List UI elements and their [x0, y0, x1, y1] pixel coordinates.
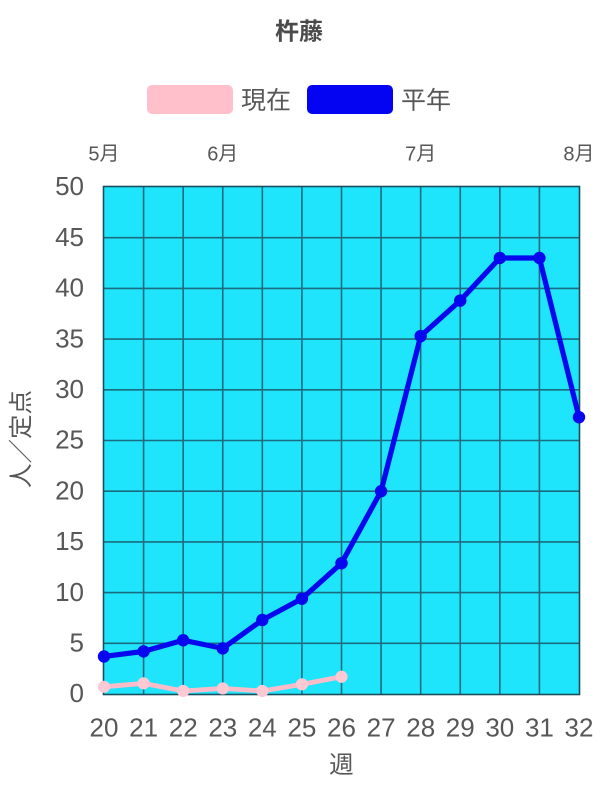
svg-text:20: 20: [55, 475, 84, 505]
svg-text:31: 31: [525, 713, 554, 743]
svg-text:23: 23: [208, 713, 237, 743]
svg-text:10: 10: [55, 577, 84, 607]
svg-text:25: 25: [55, 425, 84, 455]
svg-text:7: 7: [405, 143, 416, 165]
svg-text:20: 20: [90, 713, 119, 743]
svg-text:50: 50: [55, 171, 84, 201]
svg-text:5: 5: [88, 143, 99, 165]
svg-text:6: 6: [207, 143, 218, 165]
svg-text:27: 27: [367, 713, 396, 743]
svg-text:5: 5: [70, 628, 84, 658]
svg-text:21: 21: [129, 713, 158, 743]
svg-text:29: 29: [446, 713, 475, 743]
svg-text:8: 8: [563, 143, 574, 165]
svg-text:30: 30: [485, 713, 514, 743]
svg-text:26: 26: [327, 713, 356, 743]
svg-text:28: 28: [406, 713, 435, 743]
svg-text:22: 22: [169, 713, 198, 743]
svg-text:35: 35: [55, 323, 84, 353]
svg-text:25: 25: [287, 713, 316, 743]
svg-text:15: 15: [55, 526, 84, 556]
svg-text:45: 45: [55, 222, 84, 252]
svg-text:40: 40: [55, 273, 84, 303]
svg-text:24: 24: [248, 713, 277, 743]
svg-text:0: 0: [70, 678, 84, 708]
svg-text:32: 32: [565, 713, 594, 743]
svg-text:30: 30: [55, 374, 84, 404]
